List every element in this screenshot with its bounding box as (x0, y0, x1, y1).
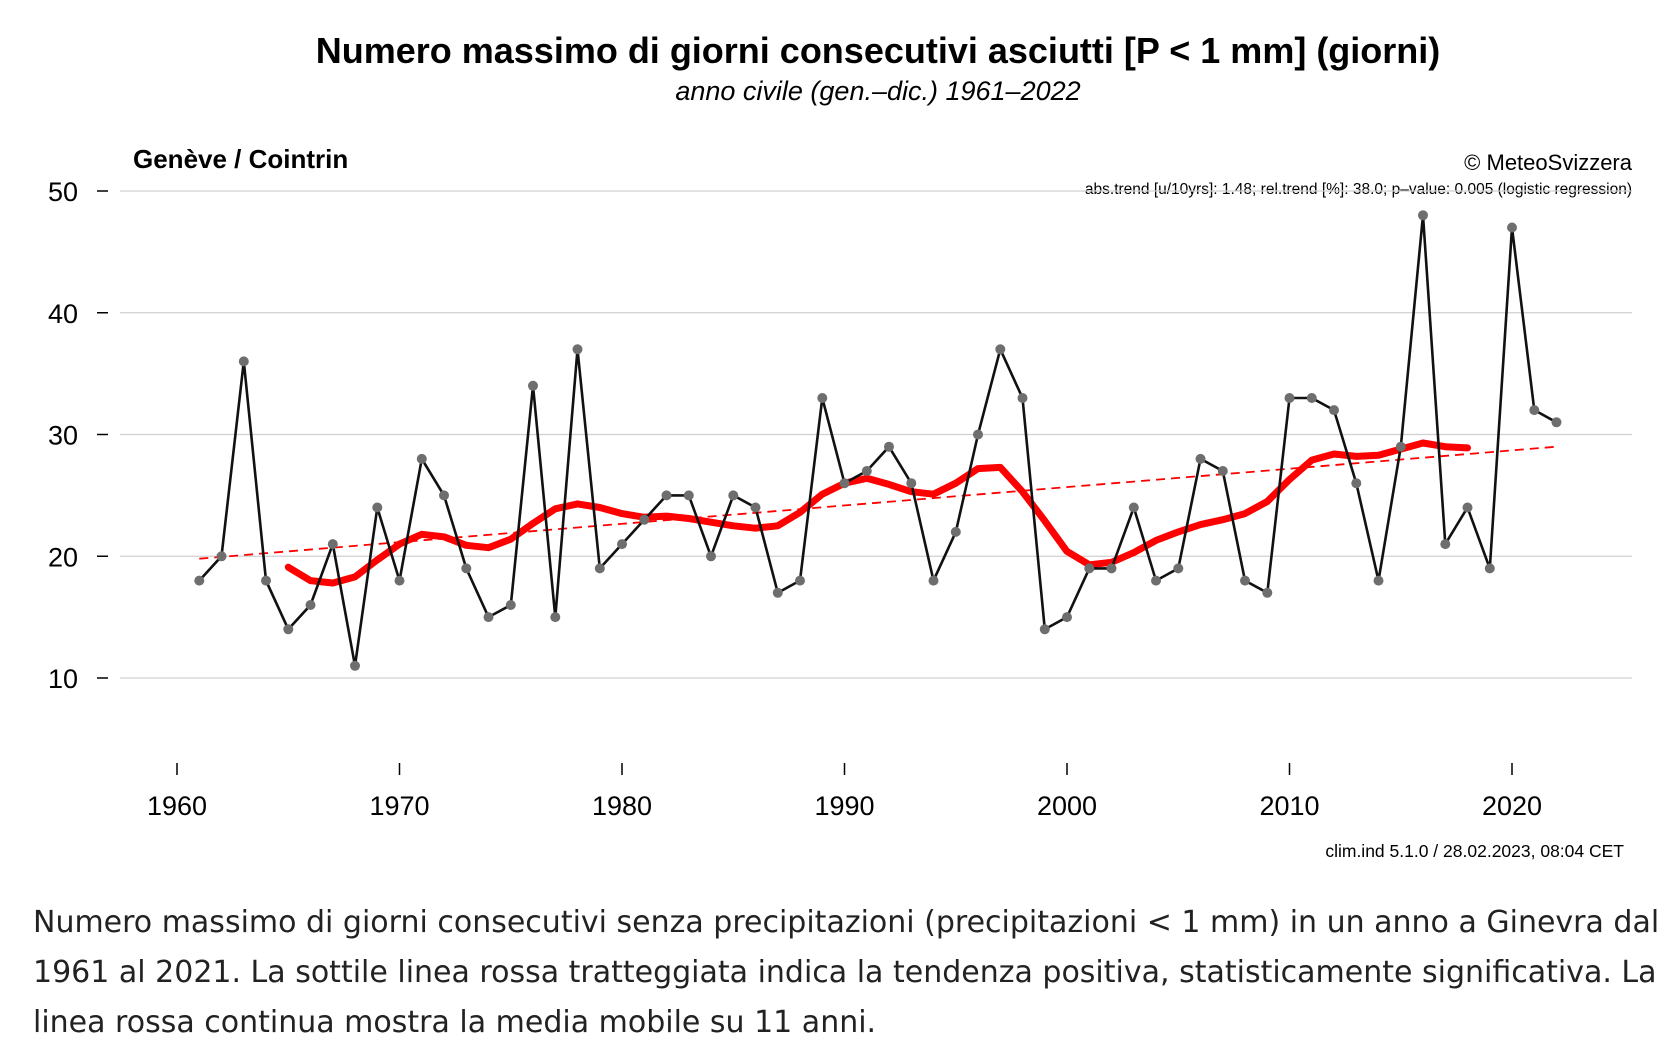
data-point-2020 (1507, 222, 1517, 233)
data-point-1981 (639, 514, 650, 525)
data-point-2011 (1306, 393, 1317, 403)
data-point-1996 (973, 429, 983, 440)
data-point-2001 (1084, 563, 1095, 574)
data-point-2017 (1440, 539, 1451, 550)
data-point-1999 (1039, 624, 1050, 635)
data-point-2019 (1484, 563, 1495, 574)
data-point-1967 (327, 539, 338, 550)
x-tick-label-1990: 1990 (814, 791, 874, 821)
data-point-1970 (394, 575, 405, 586)
data-point-1988 (795, 575, 805, 586)
annual-line (198, 215, 1558, 667)
x-tick-label-1970: 1970 (369, 791, 429, 821)
data-point-1974 (483, 612, 494, 623)
data-point-1995 (950, 526, 961, 537)
data-point-1985 (728, 490, 739, 501)
footer-text: clim.ind 5.1.0 / 28.02.2023, 08:04 CET (1325, 841, 1624, 861)
data-point-1993 (906, 478, 917, 489)
data-point-2016 (1418, 210, 1428, 221)
data-point-2013 (1351, 478, 1362, 489)
data-point-2008 (1240, 575, 1250, 586)
moving-average-line (284, 439, 1471, 587)
data-point-1961 (194, 575, 205, 586)
data-point-1972 (439, 490, 449, 501)
data-point-1990 (839, 478, 850, 489)
y-tick-label-30: 30 (48, 421, 78, 451)
data-point-1982 (661, 490, 672, 501)
data-point-1966 (305, 600, 316, 610)
chart: Numero massimo di giorni consecutivi asc… (48, 30, 1633, 861)
data-point-2022 (1551, 417, 1562, 428)
y-tick-label-40: 40 (48, 299, 78, 329)
data-point-1984 (706, 551, 716, 562)
y-axis: 10 20 30 40 50 (48, 177, 108, 694)
data-point-1997 (995, 344, 1006, 355)
data-point-1980 (617, 539, 627, 550)
data-point-2005 (1173, 563, 1184, 574)
data-point-1979 (594, 563, 605, 574)
data-point-1977 (550, 612, 561, 623)
grid (120, 190, 1632, 679)
x-tick-label-2000: 2000 (1037, 791, 1097, 821)
data-point-1983 (683, 490, 694, 501)
x-tick-label-2020: 2020 (1482, 791, 1542, 821)
data-point-1975 (505, 600, 516, 610)
data-point-1968 (350, 660, 360, 671)
trend-stats: abs.trend [u/10yrs]: 1.48; rel.trend [%]… (1085, 181, 1632, 198)
data-point-2003 (1128, 502, 1139, 513)
x-tick-label-1960: 1960 (147, 791, 207, 821)
data-point-1964 (261, 575, 271, 586)
y-tick-label-50: 50 (48, 177, 78, 207)
data-point-2000 (1062, 612, 1072, 623)
data-point-2006 (1195, 453, 1206, 464)
data-point-1971 (416, 453, 427, 464)
data-point-2014 (1373, 575, 1384, 586)
data-point-1986 (750, 502, 761, 513)
x-tick-label-2010: 2010 (1259, 791, 1319, 821)
y-tick-label-20: 20 (48, 542, 78, 572)
data-point-2002 (1106, 563, 1117, 574)
station-label: Genève / Cointrin (133, 144, 348, 174)
figure-caption: Numero massimo di giorni consecutivi sen… (33, 905, 1660, 1040)
data-point-2021 (1529, 405, 1540, 416)
y-tick-label-10: 10 (48, 664, 78, 694)
data-point-1994 (928, 575, 939, 586)
data-point-2012 (1329, 405, 1339, 416)
data-point-1962 (216, 551, 227, 562)
chart-subtitle: anno civile (gen.–dic.) 1961–2022 (675, 76, 1080, 106)
data-point-1998 (1017, 393, 1028, 403)
data-point-1976 (528, 380, 538, 391)
data-point-1987 (772, 587, 783, 598)
data-point-2009 (1262, 587, 1273, 598)
plot-marks (194, 210, 1562, 671)
x-axis: 1960 1970 1980 1990 2000 2010 2020 (147, 763, 1542, 821)
data-point-1992 (884, 441, 894, 452)
data-point-1978 (572, 344, 583, 355)
data-point-1989 (817, 393, 828, 403)
data-point-1973 (461, 563, 472, 574)
data-point-1969 (372, 502, 383, 513)
data-point-2010 (1284, 393, 1295, 403)
data-point-2004 (1151, 575, 1161, 586)
data-point-2007 (1217, 466, 1228, 476)
x-tick-label-1980: 1980 (592, 791, 652, 821)
chart-title: Numero massimo di giorni consecutivi asc… (316, 30, 1441, 71)
data-point-1963 (238, 356, 249, 367)
data-point-2018 (1462, 502, 1473, 513)
copyright-label: © MeteoSvizzera (1464, 150, 1633, 175)
trend-line (199, 445, 1557, 560)
data-point-2015 (1395, 441, 1406, 452)
data-point-1991 (861, 466, 872, 476)
data-point-1965 (283, 624, 294, 635)
